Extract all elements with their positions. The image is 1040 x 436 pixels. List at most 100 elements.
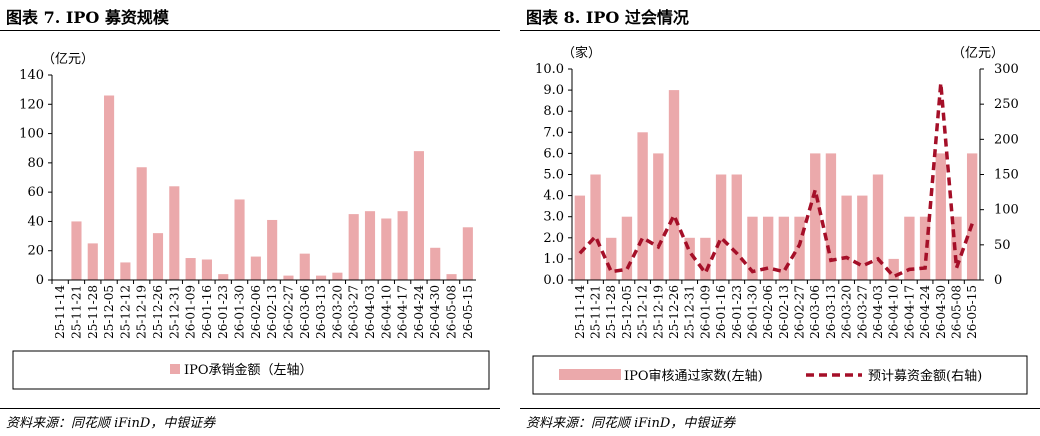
- right-right-y-tick-label: 150: [994, 168, 1019, 183]
- left-x-tick-label: 25-12-05: [102, 285, 116, 339]
- right-x-tick-label: 25-11-21: [589, 285, 603, 339]
- right-legend-line-label: 预计募资金额(右轴): [868, 368, 982, 384]
- right-bar: [684, 237, 695, 280]
- right-x-tick-label: 26-02-13: [777, 285, 791, 339]
- right-x-tick-label: 25-12-19: [651, 285, 665, 339]
- right-bar: [919, 216, 931, 280]
- right-left-y-tick-label: 8.0: [543, 104, 564, 119]
- right-figure-title: 图表 8. IPO 过会情况: [526, 8, 689, 27]
- left-x-tick-label: 26-01-16: [200, 285, 214, 339]
- left-x-tick-label: 26-03-27: [347, 285, 361, 339]
- left-x-tick-label: 26-04-30: [428, 285, 442, 339]
- right-x-tick-label: 26-02-06: [761, 285, 775, 339]
- left-bar: [364, 211, 376, 280]
- right-x-tick-label: 26-04-24: [918, 285, 932, 339]
- right-bar: [668, 90, 680, 280]
- left-legend-label: IPO承销金额（左轴）: [184, 362, 313, 378]
- left-bar: [446, 274, 457, 280]
- left-bar: [136, 167, 147, 280]
- right-top-rule: [520, 30, 1040, 31]
- left-y-tick-label: 60: [27, 185, 44, 200]
- right-x-tick-label: 26-01-23: [730, 285, 744, 339]
- left-bar: [413, 151, 424, 280]
- left-x-tick-label: 26-01-23: [216, 285, 230, 339]
- right-bar: [810, 153, 821, 280]
- left-top-rule: [0, 30, 500, 31]
- right-bars: [574, 90, 978, 280]
- right-x-tick-label: 26-01-30: [745, 285, 759, 339]
- left-x-tick-label: 25-11-28: [86, 285, 100, 339]
- left-chart: （亿元） 0 20 40 60 80 100 120 140 25-11-14 25-11-21…: [12, 52, 490, 390]
- left-y-tick-label: 20: [27, 244, 44, 259]
- right-right-y-tick-label: 250: [994, 97, 1019, 112]
- right-right-axis-label: （亿元）: [952, 46, 1004, 61]
- right-left-y-tick-label: 4.0: [543, 189, 564, 204]
- right-x-tick-label: 25-11-14: [573, 285, 587, 339]
- left-x-tick-label: 26-03-20: [330, 285, 344, 339]
- left-x-tick-label: 26-04-03: [363, 285, 377, 339]
- left-x-tick-label: 26-05-08: [445, 285, 459, 339]
- left-figure-title: 图表 7. IPO 募资规模: [6, 8, 169, 27]
- left-bar: [218, 274, 229, 280]
- left-bar: [201, 259, 212, 280]
- left-x-tick-label: 26-01-09: [184, 285, 198, 339]
- left-x-tick-label: 26-02-13: [265, 285, 279, 339]
- left-x-tick-label: 25-12-19: [135, 285, 149, 339]
- left-y-ticks: 0 20 40 60 80 100 120 140: [19, 68, 52, 288]
- right-bar: [778, 216, 790, 280]
- right-x-tick-label: 25-12-05: [620, 285, 634, 339]
- left-bar: [397, 211, 408, 280]
- right-right-y-tick-label: 300: [994, 62, 1019, 77]
- left-source: 资料来源：同花顺 iFinD，中银证券: [6, 416, 216, 431]
- right-x-tick-label: 26-04-30: [934, 285, 948, 339]
- right-left-y-tick-label: 9.0: [543, 83, 564, 98]
- right-x-tick-label: 26-03-20: [840, 285, 854, 339]
- left-x-tick-label: 25-11-21: [69, 285, 83, 339]
- right-x-ticks: 25-11-14 25-11-21 25-11-28 25-12-05 25-12-12…: [571, 280, 979, 339]
- right-x-tick-label: 26-04-17: [902, 285, 916, 339]
- right-forecast-line: [578, 82, 974, 279]
- right-x-tick-label: 26-05-15: [965, 285, 979, 339]
- right-left-y-ticks: 0.0 1.0 2.0 3.0 4.0 5.0 6.0 7.0 8.0 9.0 10.0: [535, 62, 572, 288]
- right-bar: [574, 195, 586, 280]
- left-x-tick-label: 25-12-12: [118, 285, 132, 339]
- right-legend-bar-swatch: [559, 369, 621, 380]
- right-x-tick-label: 26-05-08: [949, 285, 963, 339]
- left-x-tick-label: 26-03-13: [314, 285, 328, 339]
- right-chart: （家） （亿元） 0.0 1.0 2.0 3.0 4.0 5.0 6.0 7.0 8.0 9.0 1…: [532, 45, 1028, 395]
- right-bar: [888, 258, 899, 280]
- right-panel: 图表 8. IPO 过会情况 （家） （亿元） 0.0 1.0 2.0 3.0 4.0 5…: [520, 0, 1040, 436]
- right-legend-bar-label: IPO审核通过家数(左轴): [624, 368, 763, 384]
- left-bar: [71, 221, 82, 280]
- left-legend-box: [12, 350, 490, 390]
- left-bar: [299, 253, 310, 280]
- left-x-tick-label: 26-04-24: [412, 285, 426, 339]
- left-bar: [430, 247, 441, 280]
- right-bar: [653, 153, 664, 280]
- right-right-y-ticks: 0 50 100 150 200 250 300: [980, 62, 1019, 288]
- left-y-axis-label: （亿元）: [42, 52, 94, 67]
- left-x-tick-label: 26-02-06: [249, 285, 263, 339]
- left-x-ticks: 25-11-14 25-11-21 25-11-28 25-12-05 25-12-12…: [51, 280, 475, 339]
- left-legend-swatch: [170, 364, 180, 374]
- left-x-tick-label: 26-03-06: [298, 285, 312, 339]
- left-bar: [250, 256, 261, 280]
- right-left-y-tick-label: 1.0: [543, 252, 564, 267]
- left-bar: [462, 227, 473, 280]
- left-x-tick-label: 26-05-15: [461, 285, 475, 339]
- right-bar: [606, 237, 617, 280]
- left-x-tick-label: 26-04-17: [396, 285, 410, 339]
- right-x-tick-label: 25-12-12: [636, 285, 650, 339]
- right-left-y-tick-label: 0.0: [543, 273, 564, 288]
- left-bar: [120, 262, 131, 280]
- right-bar: [621, 216, 633, 280]
- left-bar: [185, 258, 196, 280]
- left-y-tick-label: 140: [19, 68, 44, 83]
- left-panel: 图表 7. IPO 募资规模 （亿元） 0 20 40 60 80 100 120 140 2…: [0, 0, 500, 436]
- right-x-tick-label: 26-03-27: [855, 285, 869, 339]
- right-left-axis-label: （家）: [562, 45, 601, 61]
- right-x-tick-label: 25-12-26: [667, 285, 681, 339]
- right-bar: [857, 195, 868, 280]
- right-bar: [935, 153, 946, 280]
- right-bar: [966, 153, 978, 280]
